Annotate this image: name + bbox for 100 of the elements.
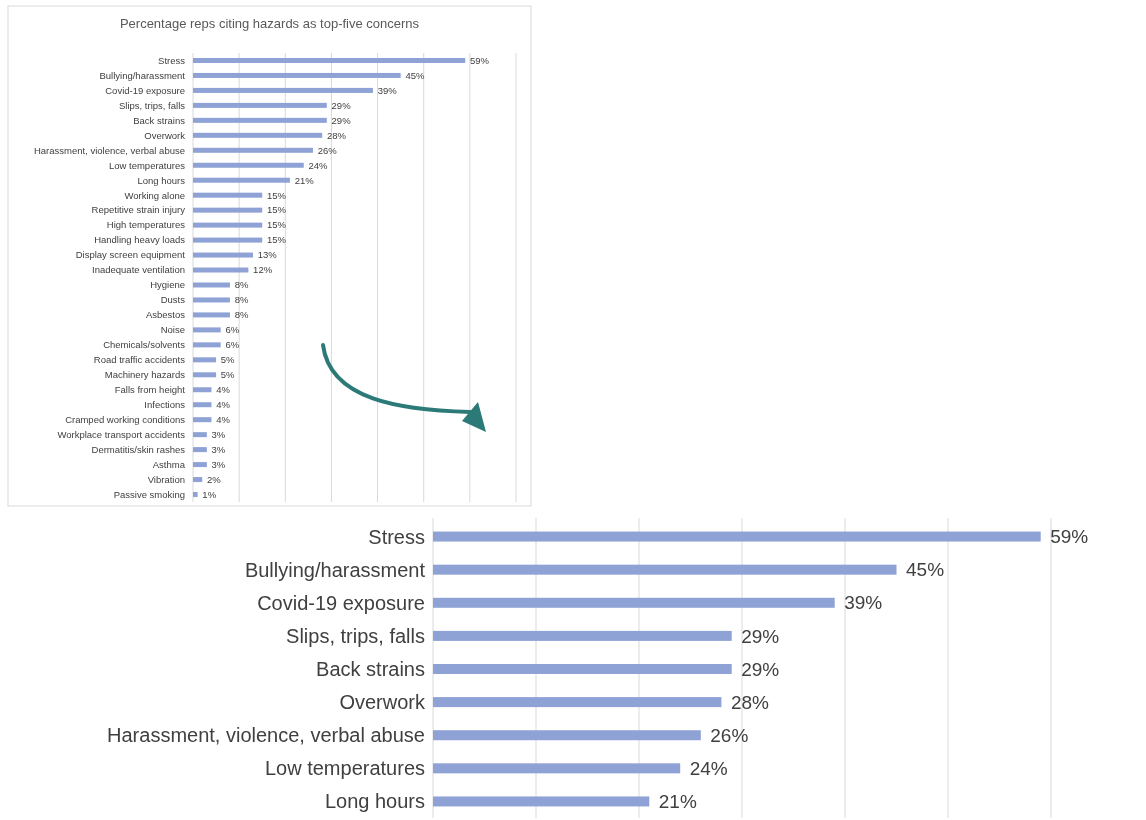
- data-label: 15%: [266, 219, 287, 231]
- bar: [433, 564, 897, 575]
- bar: [433, 597, 835, 608]
- bar: [193, 432, 207, 438]
- bar: [193, 372, 217, 378]
- data-label: 3%: [211, 458, 226, 470]
- bar: [193, 417, 212, 423]
- y-tick-label: Overwork: [144, 129, 186, 141]
- y-tick-label: Dusts: [160, 294, 186, 306]
- bar: [193, 102, 327, 108]
- y-tick-label: Covid-19 exposure: [257, 591, 425, 614]
- y-tick-label: Back strains: [133, 114, 186, 126]
- data-label: 8%: [234, 279, 249, 291]
- y-tick-label: Vibration: [147, 473, 185, 485]
- data-label: 2%: [206, 473, 222, 485]
- bar: [193, 87, 373, 93]
- data-label: 59%: [469, 54, 490, 66]
- data-label: 21%: [294, 174, 315, 186]
- y-tick-label: Workplace transport accidents: [57, 428, 186, 440]
- data-label: 28%: [326, 129, 347, 141]
- data-label: 28%: [730, 691, 770, 713]
- bar: [193, 117, 327, 123]
- data-label: 8%: [234, 294, 249, 306]
- bar: [433, 697, 722, 708]
- y-tick-label: Low temperatures: [108, 159, 186, 171]
- y-tick-label: Machinery hazards: [104, 369, 186, 381]
- y-tick-label: Low temperatures: [264, 757, 425, 780]
- bar: [193, 462, 207, 468]
- data-label: 29%: [331, 114, 352, 126]
- y-tick-label: Bullying/harassment: [99, 69, 186, 81]
- y-tick-label: High temperatures: [106, 219, 186, 231]
- y-tick-label: Covid-19 exposure: [105, 84, 185, 96]
- y-tick-label: Noise: [160, 324, 185, 336]
- data-label: 4%: [216, 414, 231, 426]
- bar: [193, 267, 249, 273]
- data-label: 5%: [220, 369, 236, 381]
- data-label: 1%: [202, 488, 217, 500]
- data-label: 12%: [253, 264, 273, 276]
- y-tick-label: Harassment, violence, verbal abuse: [33, 144, 185, 156]
- data-label: 39%: [377, 84, 398, 96]
- y-tick-label: Falls from height: [114, 384, 186, 396]
- bar: [193, 57, 466, 63]
- y-tick-label: Asthma: [152, 458, 186, 470]
- data-label: 29%: [741, 658, 780, 680]
- y-tick-label: Harassment, violence, verbal abuse: [107, 724, 425, 747]
- bar: [193, 207, 263, 213]
- data-label: 26%: [317, 144, 338, 156]
- bar: [193, 237, 263, 243]
- data-label: 39%: [844, 592, 883, 614]
- bar: [193, 477, 203, 483]
- y-tick-label: Slips, trips, falls: [286, 624, 425, 647]
- y-tick-label: Infections: [144, 399, 186, 411]
- data-label: 24%: [308, 159, 329, 171]
- bar: [193, 297, 230, 303]
- data-label: 29%: [331, 99, 352, 111]
- chart-title: Percentage reps citing hazards as top-five concerns: [119, 16, 420, 31]
- bar: [193, 252, 253, 258]
- data-label: 8%: [234, 309, 249, 321]
- data-label: 6%: [225, 324, 240, 336]
- y-tick-label: Handling heavy loads: [94, 234, 186, 246]
- y-tick-label: Repetitive strain injury: [91, 204, 186, 216]
- data-label: 3%: [211, 443, 226, 455]
- data-label: 15%: [266, 204, 287, 216]
- data-label: 26%: [710, 724, 749, 746]
- bar: [433, 664, 732, 674]
- bar: [193, 282, 230, 288]
- data-label: 21%: [658, 791, 697, 813]
- y-tick-label: Slips, trips, falls: [119, 99, 186, 111]
- bar: [193, 327, 221, 333]
- bar: [193, 387, 212, 393]
- y-tick-label: Long hours: [137, 174, 186, 186]
- data-label: 5%: [220, 354, 236, 366]
- bar: [193, 177, 290, 183]
- y-tick-label: Long hours: [324, 790, 425, 813]
- y-tick-label: Cramped working conditions: [65, 414, 186, 426]
- y-tick-label: Inadequate ventilation: [92, 264, 185, 276]
- bar: [433, 796, 650, 807]
- bar: [433, 763, 681, 774]
- y-tick-label: Back strains: [316, 658, 425, 680]
- y-tick-label: Overwork: [339, 691, 426, 714]
- y-tick-label: Stress: [158, 54, 186, 66]
- bar: [193, 132, 323, 138]
- y-tick-label: Asbestos: [145, 309, 186, 321]
- data-label: 13%: [257, 249, 278, 261]
- y-tick-label: Stress: [368, 525, 425, 548]
- y-tick-label: Display screen equipment: [75, 249, 186, 261]
- data-label: 6%: [225, 339, 240, 351]
- y-tick-label: Chemicals/solvents: [103, 339, 186, 351]
- data-label: 4%: [216, 384, 231, 396]
- bar: [193, 222, 263, 228]
- data-label: 3%: [211, 428, 226, 440]
- data-label: 45%: [906, 559, 945, 581]
- bar: [193, 492, 198, 498]
- y-tick-label: Dermatitis/skin rashes: [91, 443, 186, 455]
- bar: [193, 162, 304, 168]
- y-tick-label: Passive smoking: [113, 488, 185, 500]
- data-label: 4%: [216, 399, 231, 411]
- bar: [193, 402, 212, 408]
- y-tick-label: Working alone: [124, 189, 185, 201]
- bar: [433, 630, 732, 641]
